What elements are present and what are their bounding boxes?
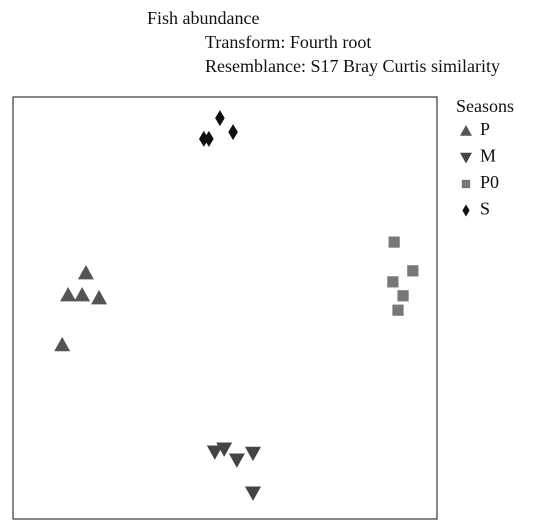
- point: [91, 289, 108, 305]
- point: [77, 264, 94, 280]
- point: [199, 130, 209, 147]
- point: [392, 304, 404, 316]
- plot-frame: [12, 96, 438, 520]
- point: [387, 276, 399, 288]
- point: [397, 290, 409, 302]
- point: [204, 130, 214, 147]
- legend-marker: [462, 204, 470, 217]
- legend-label: P0: [480, 172, 499, 192]
- point: [407, 265, 419, 277]
- point: [244, 486, 261, 501]
- legend-marker: [460, 125, 472, 136]
- legend-label: P: [480, 119, 490, 139]
- legend-label: M: [480, 146, 496, 166]
- point: [206, 445, 223, 460]
- point: [54, 336, 71, 352]
- chart-subtitle: Transform: Fourth root: [205, 32, 371, 52]
- point: [216, 442, 233, 457]
- point: [74, 286, 91, 302]
- chart-subtitle: Resemblance: S17 Bray Curtis similarity: [205, 56, 500, 76]
- point: [228, 453, 245, 468]
- point: [388, 236, 400, 248]
- point: [244, 446, 261, 462]
- point: [215, 110, 225, 127]
- legend-marker: [461, 179, 471, 189]
- legend-marker: [460, 152, 472, 164]
- chart-title: Fish abundance: [147, 8, 259, 28]
- point: [60, 286, 77, 302]
- point: [228, 124, 238, 141]
- legend-label: S: [480, 199, 490, 219]
- legend-title: Seasons: [456, 96, 514, 116]
